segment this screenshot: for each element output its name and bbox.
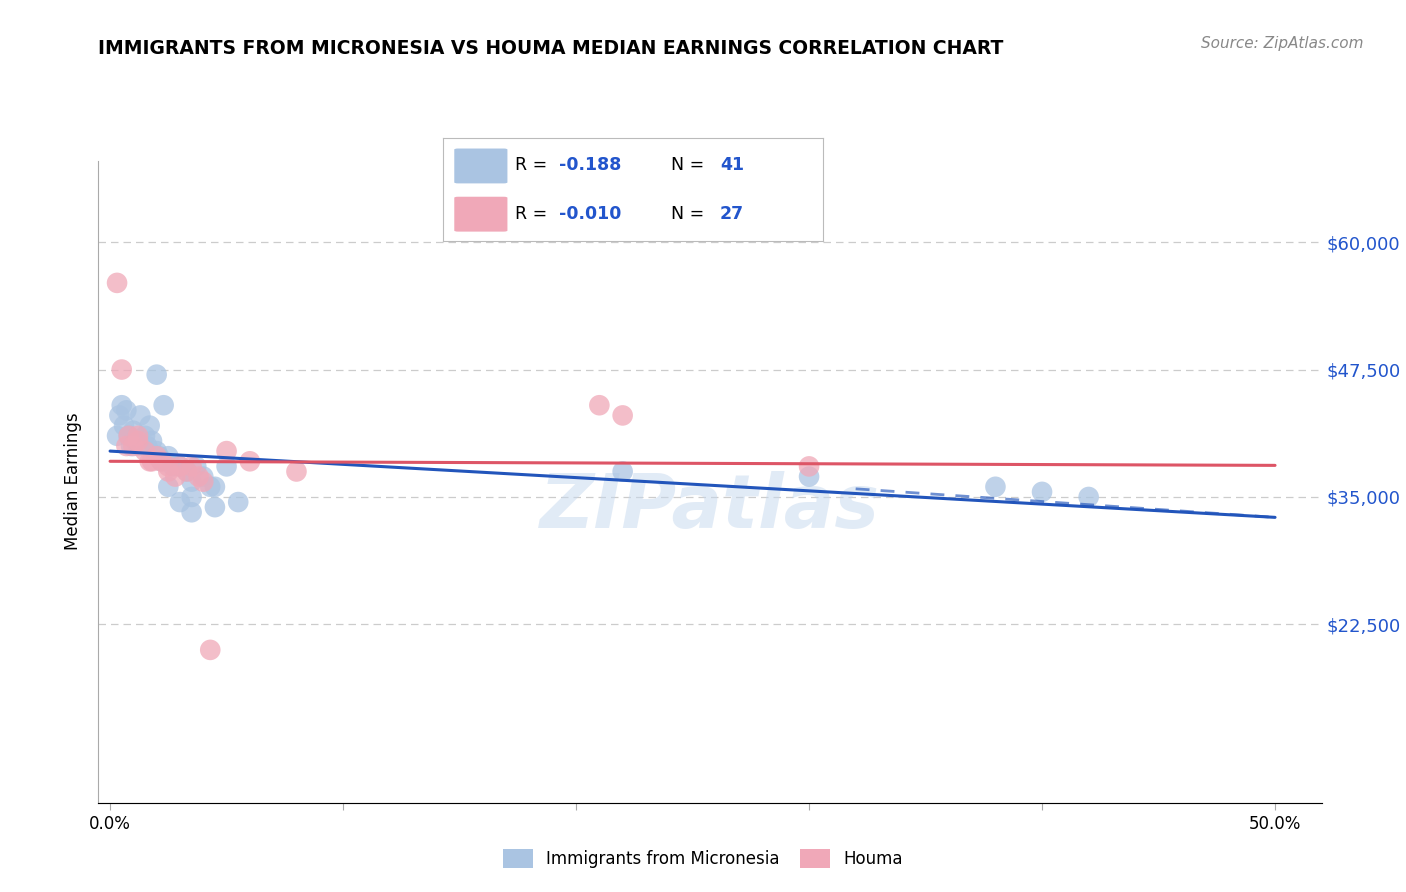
Point xyxy=(200,480,222,494)
Point xyxy=(115,403,138,417)
Point xyxy=(169,459,191,474)
Point xyxy=(588,398,610,412)
Point xyxy=(141,434,163,448)
Text: ZIPatlas: ZIPatlas xyxy=(540,471,880,544)
Point xyxy=(127,429,149,443)
Point xyxy=(145,368,167,382)
Text: R =: R = xyxy=(515,204,553,223)
Point xyxy=(122,439,145,453)
Point xyxy=(134,444,156,458)
Point xyxy=(136,439,159,453)
Point xyxy=(1031,484,1053,499)
FancyBboxPatch shape xyxy=(454,149,508,184)
Legend: Immigrants from Micronesia, Houma: Immigrants from Micronesia, Houma xyxy=(496,842,910,875)
Point xyxy=(115,439,138,453)
Point xyxy=(797,469,820,483)
Point xyxy=(152,398,174,412)
Point xyxy=(127,434,149,448)
Point xyxy=(148,449,170,463)
Y-axis label: Median Earnings: Median Earnings xyxy=(65,413,83,550)
Point xyxy=(226,495,249,509)
Point xyxy=(129,409,152,423)
Point xyxy=(157,459,180,474)
Point xyxy=(150,454,173,468)
Point xyxy=(120,439,142,453)
Text: IMMIGRANTS FROM MICRONESIA VS HOUMA MEDIAN EARNINGS CORRELATION CHART: IMMIGRANTS FROM MICRONESIA VS HOUMA MEDI… xyxy=(98,39,1004,58)
Point xyxy=(138,454,160,468)
Point xyxy=(797,459,820,474)
FancyBboxPatch shape xyxy=(454,197,508,232)
Point xyxy=(108,409,131,423)
Text: Source: ZipAtlas.com: Source: ZipAtlas.com xyxy=(1201,36,1364,51)
Point xyxy=(180,475,202,489)
Point xyxy=(200,643,222,657)
Text: N =: N = xyxy=(671,156,710,175)
Point xyxy=(204,500,226,515)
Point xyxy=(193,469,215,483)
Point xyxy=(215,444,238,458)
Point xyxy=(122,424,145,438)
Point xyxy=(612,409,634,423)
Point xyxy=(127,439,149,453)
Point xyxy=(118,429,141,443)
Point xyxy=(111,398,134,412)
Point xyxy=(186,459,208,474)
Text: N =: N = xyxy=(671,204,710,223)
Point xyxy=(141,454,163,468)
Point xyxy=(157,449,180,463)
Point xyxy=(169,495,191,509)
Point xyxy=(215,459,238,474)
Point xyxy=(157,465,180,479)
Text: -0.188: -0.188 xyxy=(558,156,621,175)
Point xyxy=(285,465,308,479)
Point xyxy=(118,429,141,443)
Point xyxy=(180,459,202,474)
Point xyxy=(125,434,148,448)
Point xyxy=(984,480,1007,494)
Point xyxy=(612,465,634,479)
Point xyxy=(162,459,184,474)
Point xyxy=(112,418,135,433)
Point xyxy=(239,454,262,468)
Point xyxy=(138,418,160,433)
Point xyxy=(111,362,134,376)
Point xyxy=(105,276,128,290)
Point xyxy=(193,475,215,489)
Point xyxy=(176,465,198,479)
Point xyxy=(169,459,191,474)
Point xyxy=(145,449,167,463)
Text: R =: R = xyxy=(515,156,553,175)
Point xyxy=(176,465,198,479)
Text: 27: 27 xyxy=(720,204,744,223)
Point xyxy=(150,454,173,468)
Text: -0.010: -0.010 xyxy=(558,204,621,223)
Point xyxy=(1077,490,1099,504)
Point xyxy=(134,429,156,443)
Point xyxy=(165,469,187,483)
Point xyxy=(180,490,202,504)
Point xyxy=(105,429,128,443)
Text: 41: 41 xyxy=(720,156,744,175)
Point xyxy=(145,444,167,458)
Point xyxy=(157,480,180,494)
Point xyxy=(187,469,209,483)
Point xyxy=(180,505,202,519)
Point xyxy=(204,480,226,494)
